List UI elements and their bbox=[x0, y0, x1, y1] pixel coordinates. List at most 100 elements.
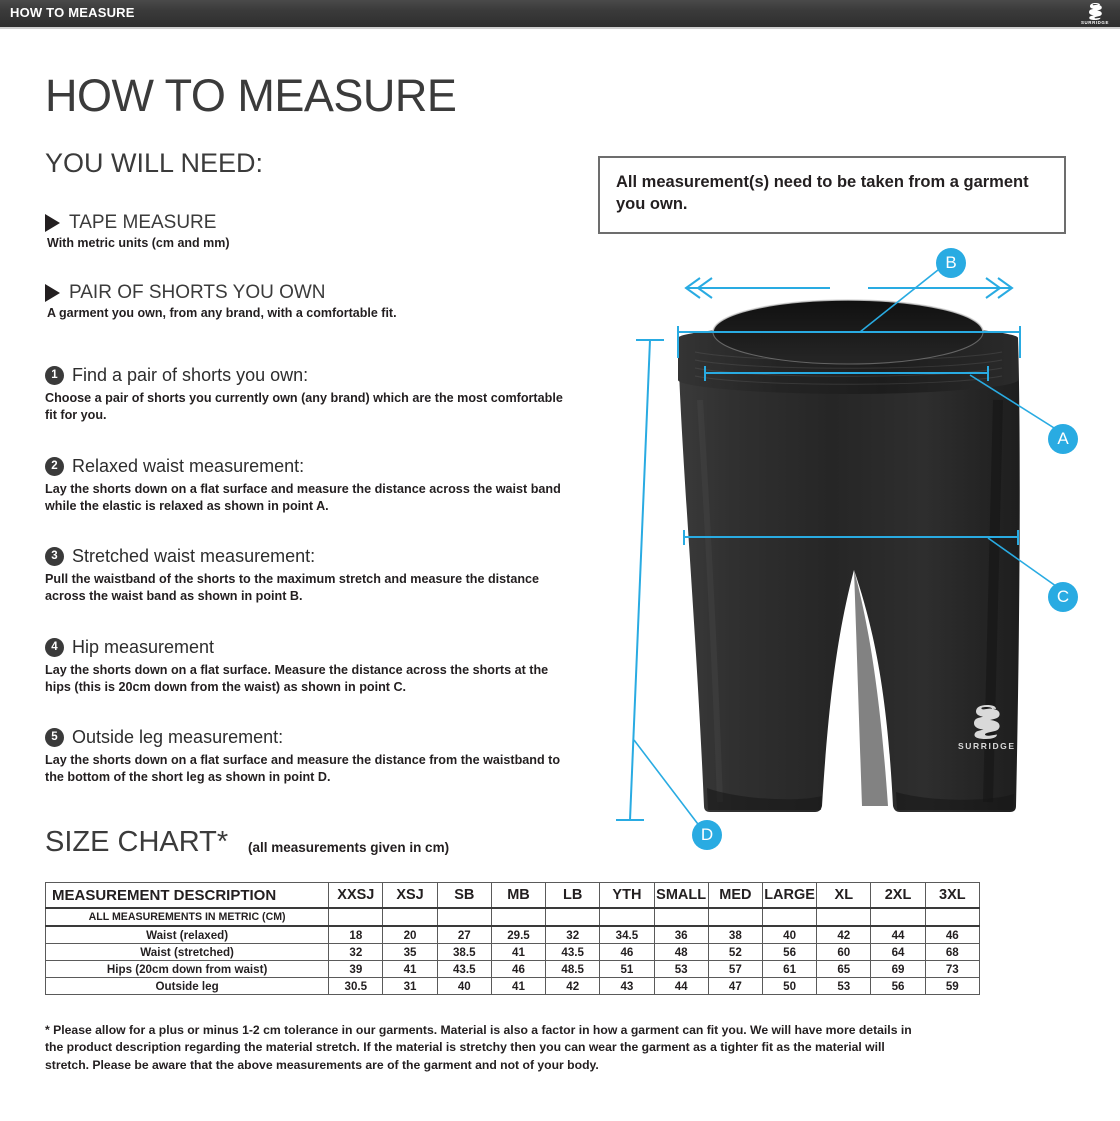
need-title: PAIR OF SHORTS YOU OWN bbox=[69, 282, 326, 303]
metric-blank bbox=[816, 907, 872, 927]
need-item-tape-measure: TAPE MEASURE With metric units (cm and m… bbox=[45, 212, 230, 250]
step-1: 1 Find a pair of shorts you own: Choose … bbox=[45, 365, 575, 423]
cell: 41 bbox=[382, 960, 438, 978]
step-2: 2 Relaxed waist measurement: Lay the sho… bbox=[45, 456, 575, 514]
step-title: Stretched waist measurement: bbox=[72, 546, 316, 566]
cell: 65 bbox=[816, 960, 872, 978]
cell: 48.5 bbox=[545, 960, 601, 978]
column-header-size: YTH bbox=[599, 882, 655, 909]
garment-brand-logo: SURRIDGE bbox=[958, 705, 1016, 751]
cell: 35 bbox=[382, 943, 438, 961]
column-header-size: MED bbox=[707, 882, 763, 909]
cell: 31 bbox=[382, 977, 438, 995]
cell: 43.5 bbox=[436, 960, 492, 978]
step-number-badge: 1 bbox=[45, 366, 64, 385]
cell: 47 bbox=[707, 977, 763, 995]
page-title: HOW TO MEASURE bbox=[45, 70, 457, 121]
cell: 52 bbox=[707, 943, 763, 961]
column-header-size: XL bbox=[816, 882, 872, 909]
step-body: Lay the shorts down on a flat surface an… bbox=[45, 753, 561, 784]
cell: 68 bbox=[924, 943, 981, 961]
cell: 41 bbox=[490, 977, 547, 995]
cell: 51 bbox=[599, 960, 655, 978]
table-header-row: MEASUREMENT DESCRIPTION XXSJ XSJ SB MB L… bbox=[44, 882, 981, 909]
pin-c[interactable]: C bbox=[1048, 582, 1078, 612]
size-chart-body: ALL MEASUREMENTS IN METRIC (CM) Waist (r… bbox=[44, 907, 981, 995]
step-body: Pull the waistband of the shorts to the … bbox=[45, 572, 540, 603]
size-chart-title: SIZE CHART* bbox=[45, 826, 229, 858]
column-header-size: MB bbox=[490, 882, 547, 909]
pin-b[interactable]: B bbox=[936, 248, 966, 278]
column-header-size: SMALL bbox=[653, 882, 709, 909]
header-title: HOW TO MEASURE bbox=[10, 5, 135, 20]
size-chart-note: (all measurements given in cm) bbox=[248, 840, 450, 855]
shorts-measurement-diagram: B A C D SURRIDGE bbox=[600, 240, 1100, 860]
column-header-size: 2XL bbox=[870, 882, 926, 909]
row-label: Waist (stretched) bbox=[44, 943, 330, 961]
column-header-size: SB bbox=[436, 882, 492, 909]
step-body: Choose a pair of shorts you currently ow… bbox=[45, 391, 563, 422]
column-header-size: XXSJ bbox=[328, 882, 384, 909]
metric-blank bbox=[436, 907, 492, 927]
size-chart-footnote: * Please allow for a plus or minus 1-2 c… bbox=[45, 1023, 912, 1072]
cell: 36 bbox=[653, 925, 709, 944]
step-title: Relaxed waist measurement: bbox=[72, 456, 305, 476]
cell: 61 bbox=[761, 960, 818, 978]
column-header-size: LB bbox=[545, 882, 601, 909]
triangle-bullet-icon bbox=[45, 284, 60, 302]
table-row: Outside leg 30.5 31 40 41 42 43 44 47 50… bbox=[44, 977, 981, 995]
cell: 69 bbox=[870, 960, 926, 978]
pin-a[interactable]: A bbox=[1048, 424, 1078, 454]
app-header-bar: HOW TO MEASURE SURRIDGE bbox=[0, 0, 1120, 29]
table-row-metric-label: ALL MEASUREMENTS IN METRIC (CM) bbox=[44, 907, 981, 927]
metric-blank bbox=[924, 907, 981, 927]
surridge-s-icon bbox=[973, 705, 1000, 739]
metric-blank bbox=[599, 907, 655, 927]
table-row: Waist (relaxed) 18 20 27 29.5 32 34.5 36… bbox=[44, 925, 981, 944]
cell: 41 bbox=[490, 943, 547, 961]
cell: 29.5 bbox=[490, 925, 547, 944]
table-row: Waist (stretched) 32 35 38.5 41 43.5 46 … bbox=[44, 943, 981, 961]
step-3: 3 Stretched waist measurement: Pull the … bbox=[45, 546, 575, 604]
cell: 40 bbox=[761, 925, 818, 944]
step-title: Outside leg measurement: bbox=[72, 727, 284, 747]
cell: 20 bbox=[382, 925, 438, 944]
cell: 46 bbox=[490, 960, 547, 978]
cell: 73 bbox=[924, 960, 981, 978]
step-number-badge: 3 bbox=[45, 547, 64, 566]
cell: 57 bbox=[707, 960, 763, 978]
cell: 44 bbox=[870, 925, 926, 944]
metric-blank bbox=[653, 907, 709, 927]
cell: 42 bbox=[545, 977, 601, 995]
step-number-badge: 4 bbox=[45, 638, 64, 657]
cell: 30.5 bbox=[328, 977, 384, 995]
brand-logo: SURRIDGE bbox=[1078, 2, 1112, 26]
size-chart-head: MEASUREMENT DESCRIPTION XXSJ XSJ SB MB L… bbox=[44, 882, 981, 909]
cell: 27 bbox=[436, 925, 492, 944]
brand-wordmark: SURRIDGE bbox=[1081, 19, 1109, 25]
table-row: Hips (20cm down from waist) 39 41 43.5 4… bbox=[44, 960, 981, 978]
step-title: Hip measurement bbox=[72, 637, 215, 657]
need-item-shorts: PAIR OF SHORTS YOU OWN A garment you own… bbox=[45, 282, 397, 320]
surridge-s-icon bbox=[1088, 2, 1102, 20]
metric-blank bbox=[545, 907, 601, 927]
cell: 42 bbox=[816, 925, 872, 944]
cell: 34.5 bbox=[599, 925, 655, 944]
cell: 48 bbox=[653, 943, 709, 961]
row-label: Waist (relaxed) bbox=[44, 925, 330, 944]
cell: 50 bbox=[761, 977, 818, 995]
cell: 53 bbox=[816, 977, 872, 995]
column-header-size: LARGE bbox=[761, 882, 818, 909]
metric-blank bbox=[490, 907, 547, 927]
column-header-size: XSJ bbox=[382, 882, 438, 909]
cell: 56 bbox=[761, 943, 818, 961]
cell: 43.5 bbox=[545, 943, 601, 961]
cell: 60 bbox=[816, 943, 872, 961]
row-label: Hips (20cm down from waist) bbox=[44, 960, 330, 978]
need-description: With metric units (cm and mm) bbox=[47, 236, 230, 250]
cell: 32 bbox=[545, 925, 601, 944]
step-4: 4 Hip measurement Lay the shorts down on… bbox=[45, 637, 575, 695]
metric-blank bbox=[761, 907, 818, 927]
cell: 46 bbox=[924, 925, 981, 944]
pin-d[interactable]: D bbox=[692, 820, 722, 850]
